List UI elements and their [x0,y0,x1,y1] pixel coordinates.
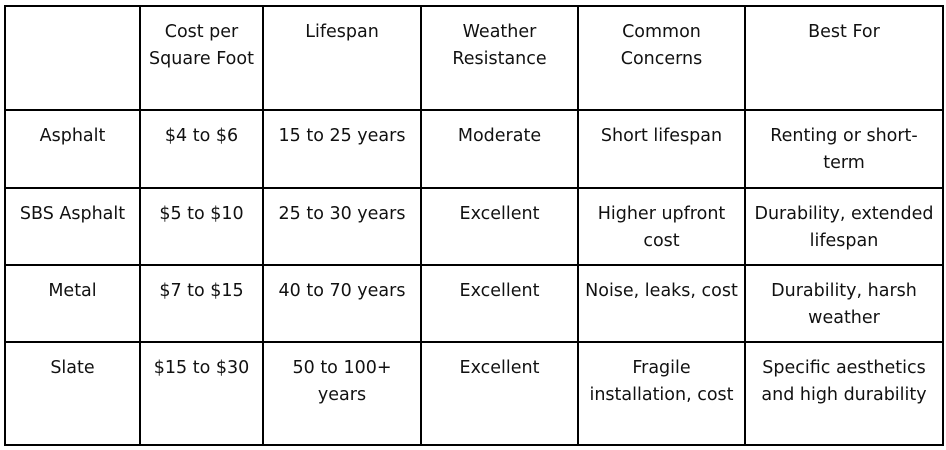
data-row: SBS Asphalt $5 to $10 25 to 30 years Excell… [4,187,944,266]
data-row: Slate $15 to $30 50 to 100+ years Excellent… [4,341,944,446]
table-body: Cost per Square Foot Lifespan Weather Resi… [4,5,944,446]
data-cell: $7 to $15 [139,264,264,343]
row-header: Slate [4,341,141,446]
header-row: Cost per Square Foot Lifespan Weather Resi… [4,5,944,111]
data-cell: $4 to $6 [139,109,264,189]
data-cell: Higher upfront cost [577,187,746,266]
row-header: SBS Asphalt [4,187,141,266]
data-cell: Durability, harsh weather [744,264,944,343]
data-cell: 50 to 100+ years [262,341,422,446]
column-header: Best For [744,5,944,111]
column-header: Common Concerns [577,5,746,111]
data-cell: $5 to $10 [139,187,264,266]
row-header: Asphalt [4,109,141,189]
row-header: Metal [4,264,141,343]
data-cell: $15 to $30 [139,341,264,446]
comparison-table: Cost per Square Foot Lifespan Weather Resi… [4,5,944,446]
data-cell: Durability, extended lifespan [744,187,944,266]
data-cell: Specific aesthetics and high durability [744,341,944,446]
data-cell: Moderate [420,109,579,189]
data-cell: 15 to 25 years [262,109,422,189]
data-cell: 25 to 30 years [262,187,422,266]
data-cell: Short lifespan [577,109,746,189]
data-cell: Excellent [420,264,579,343]
column-header: Weather Resistance [420,5,579,111]
data-row: Metal $7 to $15 40 to 70 years Excellent Noi… [4,264,944,343]
data-cell: Fragile installation, cost [577,341,746,446]
data-cell: Excellent [420,341,579,446]
corner-cell [4,5,141,111]
data-cell: 40 to 70 years [262,264,422,343]
column-header: Cost per Square Foot [139,5,264,111]
column-header: Lifespan [262,5,422,111]
data-cell: Renting or short-term [744,109,944,189]
data-cell: Excellent [420,187,579,266]
data-cell: Noise, leaks, cost [577,264,746,343]
data-row: Asphalt $4 to $6 15 to 25 years Moderate Sho… [4,109,944,189]
